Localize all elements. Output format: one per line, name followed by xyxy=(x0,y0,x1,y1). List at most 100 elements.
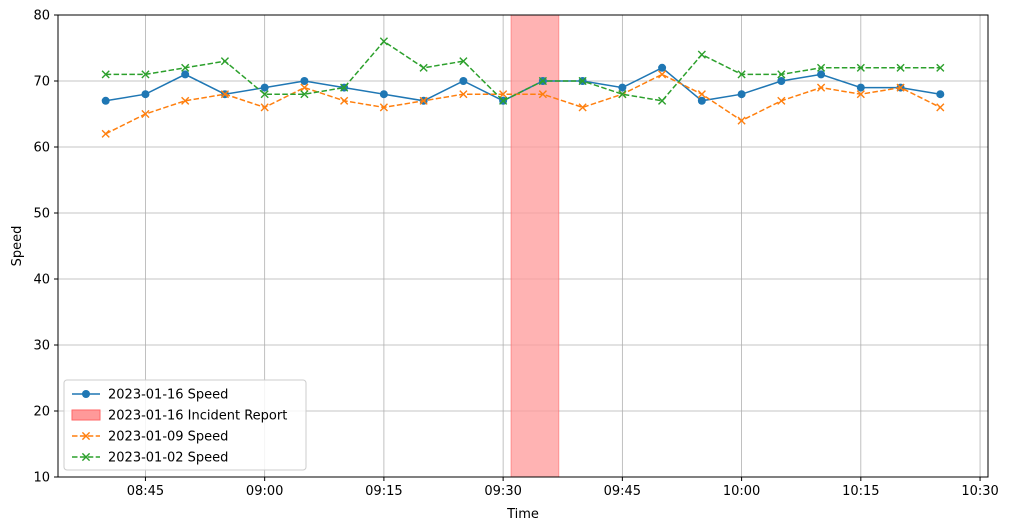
data-point xyxy=(101,129,110,138)
data-point xyxy=(300,90,309,99)
x-tick-label: 10:15 xyxy=(842,484,879,499)
x-tick-label: 09:00 xyxy=(246,484,283,499)
data-point xyxy=(618,90,627,99)
data-point xyxy=(260,90,269,99)
data-point xyxy=(896,63,905,72)
series-lines xyxy=(101,37,945,138)
data-point xyxy=(777,77,786,85)
y-axis-label: Speed xyxy=(10,226,25,267)
y-tick-label: 80 xyxy=(33,9,50,24)
legend-marker xyxy=(81,452,91,462)
data-point xyxy=(260,103,269,112)
data-point xyxy=(538,76,547,86)
x-tick-label: 10:30 xyxy=(961,484,998,499)
data-point xyxy=(618,83,627,92)
data-point xyxy=(300,83,309,92)
incident-region xyxy=(510,14,560,478)
data-point xyxy=(737,116,746,125)
y-axis-ticks: 10 20 30 40 50 60 70 80 xyxy=(33,9,58,486)
legend-label: 2023-01-16 Speed xyxy=(108,388,228,403)
legend-item: 2023-01-16 Speed xyxy=(72,388,228,403)
data-point xyxy=(181,96,190,105)
series-3 xyxy=(101,37,945,105)
x-tick-label: 08:45 xyxy=(127,484,164,499)
legend-label: 2023-01-02 Speed xyxy=(108,451,228,466)
data-point xyxy=(856,83,865,92)
data-point xyxy=(737,90,746,99)
data-point xyxy=(856,90,865,99)
legend-label: 2023-01-09 Speed xyxy=(108,430,228,445)
y-tick-label: 70 xyxy=(33,75,50,90)
data-point xyxy=(220,90,230,99)
data-point xyxy=(816,83,826,92)
data-point xyxy=(459,77,468,85)
data-point xyxy=(697,96,706,105)
legend-label: 2023-01-16 Incident Report xyxy=(108,409,287,424)
data-point xyxy=(936,63,945,72)
legend: 2023-01-16 Speed 2023-01-16 Incident Repo… xyxy=(63,379,307,471)
legend-box xyxy=(63,379,307,471)
data-point xyxy=(777,70,786,79)
legend-item: 2023-01-09 Speed xyxy=(72,430,228,445)
y-tick-label: 10 xyxy=(33,471,50,486)
data-point xyxy=(896,83,905,92)
data-point xyxy=(817,70,826,79)
data-point xyxy=(300,77,309,85)
plot-area-frame xyxy=(57,14,989,478)
series-2 xyxy=(101,70,945,138)
legend-item: 2023-01-02 Speed xyxy=(72,451,228,466)
data-point xyxy=(141,90,150,99)
data-point xyxy=(578,103,587,112)
x-tick-label: 09:15 xyxy=(365,484,402,499)
x-axis-label: Time xyxy=(506,507,539,522)
data-point xyxy=(379,103,388,112)
data-point xyxy=(459,57,468,66)
data-point xyxy=(499,96,508,105)
data-point xyxy=(419,96,428,105)
data-point xyxy=(181,70,190,79)
x-tick-label: 09:30 xyxy=(484,484,521,499)
x-tick-label: 10:00 xyxy=(723,484,760,499)
data-point xyxy=(697,50,706,59)
data-point xyxy=(419,63,428,72)
data-point xyxy=(658,70,667,79)
data-point xyxy=(936,90,945,99)
data-point xyxy=(340,83,349,92)
legend-marker xyxy=(82,390,90,398)
legend-swatch xyxy=(71,409,101,421)
y-tick-label: 40 xyxy=(33,273,50,288)
data-point xyxy=(658,96,667,105)
data-point xyxy=(181,63,190,72)
x-axis-ticks: 08:45 09:00 09:15 09:30 09:45 10:00 10:15 10:30 xyxy=(127,477,999,499)
data-point xyxy=(697,90,706,99)
y-tick-label: 20 xyxy=(33,405,50,420)
y-tick-label: 60 xyxy=(33,141,50,156)
data-point xyxy=(777,96,786,105)
data-point xyxy=(936,103,945,112)
legend-item: 2023-01-16 Incident Report xyxy=(71,409,287,424)
data-point xyxy=(340,96,349,105)
data-point xyxy=(379,37,388,46)
data-point xyxy=(499,90,508,99)
y-tick-label: 50 xyxy=(33,207,50,222)
data-point xyxy=(459,90,468,99)
data-point xyxy=(737,70,746,79)
data-point xyxy=(141,109,150,119)
data-point xyxy=(101,70,110,79)
data-point xyxy=(538,90,547,99)
data-point xyxy=(658,63,667,72)
data-point xyxy=(578,76,587,86)
data-point xyxy=(101,96,110,105)
series-line xyxy=(105,40,941,102)
shaded-regions xyxy=(510,14,560,478)
legend-marker xyxy=(81,431,91,441)
data-point xyxy=(379,90,388,99)
data-point xyxy=(141,70,150,79)
data-point xyxy=(220,57,230,66)
x-tick-label: 09:45 xyxy=(604,484,641,499)
series-line xyxy=(105,73,941,135)
data-point xyxy=(856,63,865,72)
data-point xyxy=(260,83,269,92)
data-point xyxy=(816,63,826,72)
